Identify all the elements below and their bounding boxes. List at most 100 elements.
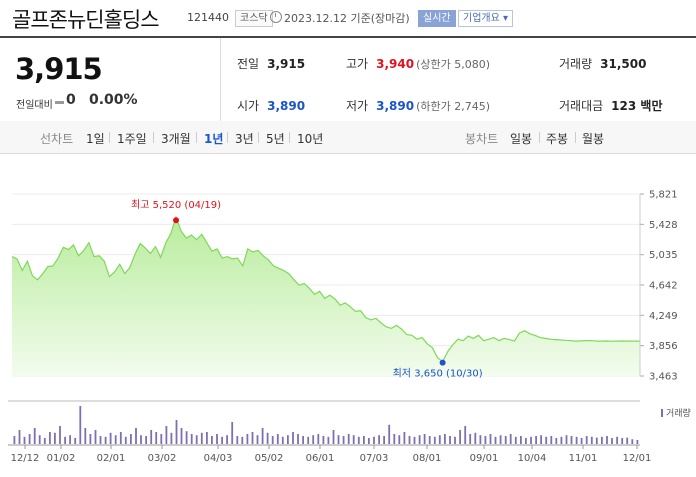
tab-daily[interactable]: 일봉 bbox=[510, 132, 533, 146]
volume-bar bbox=[423, 434, 426, 444]
change-percent: 0.00% bbox=[89, 92, 138, 108]
volume-bar bbox=[560, 436, 563, 444]
volume-bar bbox=[585, 436, 588, 444]
volume-bar bbox=[23, 436, 26, 444]
divider bbox=[258, 132, 259, 143]
volume-bar bbox=[570, 436, 573, 444]
stock-code: 121440 bbox=[187, 11, 229, 24]
divider bbox=[289, 132, 290, 143]
volume-bar bbox=[337, 435, 340, 444]
y-tick-label: 5,428 bbox=[649, 220, 678, 231]
volume-bar bbox=[530, 436, 532, 444]
volume-bar bbox=[408, 436, 411, 444]
trade-amount: 거래대금 123 백만 bbox=[559, 99, 663, 113]
volume-bar bbox=[438, 435, 441, 444]
x-tick-label: 03/02 bbox=[148, 453, 177, 464]
tab-5y[interactable]: 5년 bbox=[266, 132, 285, 146]
y-axis-ticks: 5,821 5,428 5,035 4,642 4,249 3,856 3,463 bbox=[639, 190, 678, 383]
change-label: 전일대비 bbox=[16, 100, 53, 111]
tab-1w[interactable]: 1주일 bbox=[117, 132, 147, 146]
volume-bar bbox=[281, 436, 284, 444]
volume-bar bbox=[104, 436, 107, 444]
volume-bar bbox=[297, 434, 299, 444]
x-tick-label: 10/04 bbox=[518, 453, 547, 464]
volume-bar bbox=[403, 432, 406, 444]
volume-bar bbox=[509, 434, 512, 444]
y-tick-label: 5,821 bbox=[649, 190, 678, 201]
tab-monthly[interactable]: 월봉 bbox=[582, 132, 605, 146]
volume-bar bbox=[119, 432, 122, 444]
volume-bar bbox=[352, 435, 355, 444]
volume-bar bbox=[130, 434, 132, 444]
volume-bar bbox=[271, 436, 274, 444]
tab-1d[interactable]: 1일 bbox=[86, 132, 105, 146]
volume-bar bbox=[165, 426, 168, 444]
x-tick-label: 09/01 bbox=[470, 453, 499, 464]
volume-bar bbox=[565, 435, 568, 444]
volume-bar bbox=[43, 438, 46, 444]
stock-name[interactable]: 골프존뉴딘홀딩스 bbox=[12, 8, 160, 32]
volume-bar bbox=[413, 436, 416, 444]
y-tick-label: 4,249 bbox=[649, 311, 678, 322]
x-tick-label: 04/03 bbox=[204, 453, 233, 464]
high-price: 고가 3,940 (상한가 5,080) bbox=[346, 57, 490, 71]
x-tick-label: 05/02 bbox=[255, 453, 284, 464]
volume-bar bbox=[109, 432, 112, 444]
volume-bar bbox=[69, 435, 71, 444]
volume-bar bbox=[545, 436, 548, 444]
realtime-button[interactable]: 실시간 bbox=[418, 10, 456, 27]
volume-bar bbox=[363, 436, 365, 444]
volume-bar bbox=[236, 436, 239, 444]
current-price: 3,915 bbox=[15, 52, 103, 86]
tab-3m[interactable]: 3개월 bbox=[161, 132, 191, 146]
volume-bar bbox=[79, 406, 82, 444]
divider bbox=[153, 132, 154, 143]
max-price-marker bbox=[173, 217, 180, 224]
volume-bar bbox=[170, 432, 173, 444]
x-tick-label: 11/01 bbox=[569, 453, 598, 464]
tab-weekly[interactable]: 주봉 bbox=[546, 132, 569, 146]
volume-legend-label: 거래량 bbox=[666, 407, 691, 419]
volume-bar bbox=[444, 434, 446, 444]
volume-bar bbox=[433, 436, 436, 444]
volume-bar bbox=[200, 432, 203, 444]
volume-bar bbox=[525, 438, 527, 444]
volume-bar bbox=[550, 436, 553, 444]
volume-bar bbox=[28, 434, 31, 444]
volume-bar bbox=[307, 436, 310, 444]
tab-10y[interactable]: 10년 bbox=[297, 132, 324, 146]
volume-bar bbox=[327, 436, 330, 444]
volume-bar bbox=[342, 436, 345, 444]
volume-bar bbox=[464, 426, 467, 444]
volume-bar bbox=[206, 432, 208, 444]
volume-bar bbox=[368, 438, 370, 444]
volume-bar bbox=[195, 435, 198, 444]
tab-3y[interactable]: 3년 bbox=[235, 132, 254, 146]
price-chart[interactable]: 5,821 5,428 5,035 4,642 4,249 3,856 3,463 최고 5… bbox=[0, 180, 696, 477]
volume-bar bbox=[469, 434, 472, 444]
open-price: 시가 3,890 bbox=[237, 99, 306, 113]
volume-bar bbox=[266, 432, 269, 444]
volume-bar bbox=[160, 434, 163, 444]
volume-bar bbox=[621, 438, 624, 444]
volume-bar bbox=[59, 426, 61, 444]
tab-1y[interactable]: 1년 bbox=[204, 132, 224, 146]
volume-bar bbox=[135, 428, 137, 444]
volume-bar bbox=[94, 430, 97, 444]
candle-chart-label: 봉차트 bbox=[465, 132, 499, 146]
market-badge: 코스닥 bbox=[235, 10, 273, 27]
volume-bar bbox=[124, 436, 127, 444]
volume-bar bbox=[606, 436, 608, 444]
volume-bar bbox=[185, 431, 188, 444]
company-info-button[interactable]: 기업개요 ▾ bbox=[458, 10, 514, 27]
volume-bar bbox=[180, 428, 183, 444]
volume-bar bbox=[322, 436, 325, 444]
x-tick-label: 02/01 bbox=[97, 453, 126, 464]
low-price: 저가 3,890 (하한가 2,745) bbox=[346, 99, 490, 113]
volume-bar bbox=[226, 435, 228, 444]
volume-bar bbox=[251, 432, 254, 444]
volume-bar bbox=[190, 434, 193, 444]
volume-bar bbox=[499, 435, 502, 444]
volume-bar bbox=[114, 435, 117, 444]
divider bbox=[539, 132, 540, 143]
